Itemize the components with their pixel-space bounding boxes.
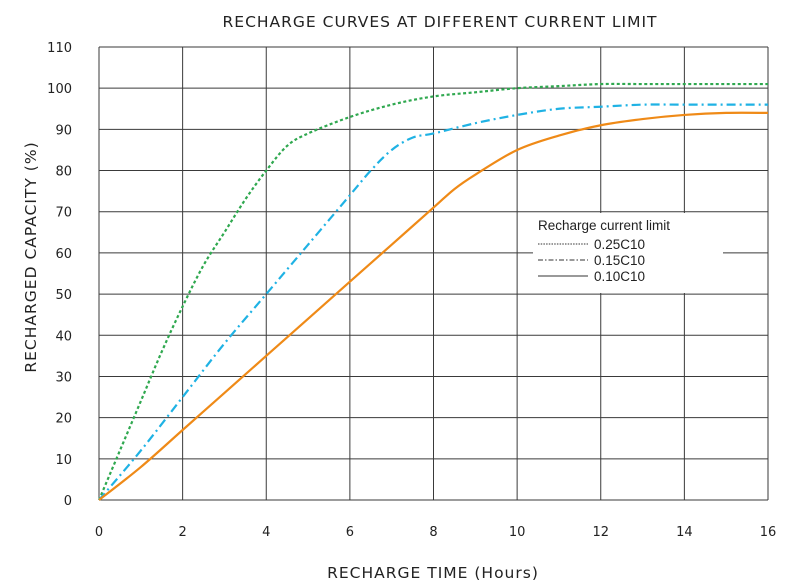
- y-tick-label: 30: [55, 370, 72, 385]
- legend-background: [533, 213, 723, 293]
- legend-title: Recharge current limit: [538, 218, 670, 233]
- y-tick-label: 40: [55, 329, 72, 344]
- y-tick-label: 100: [47, 82, 72, 97]
- x-tick-label: 6: [346, 525, 354, 540]
- y-tick-label: 50: [55, 288, 72, 303]
- x-tick-label: 0: [95, 525, 103, 540]
- y-tick-label: 0: [64, 494, 72, 509]
- chart-title: RECHARGE CURVES AT DIFFERENT CURRENT LIM…: [223, 13, 658, 31]
- series-line-0.10C10: [98, 111, 769, 501]
- y-tick-label: 110: [47, 41, 72, 56]
- grid: [98, 46, 769, 501]
- x-tick-label: 16: [760, 525, 777, 540]
- y-axis-title: RECHARGED CAPACITY (%): [22, 141, 40, 372]
- tick-labels: 0 10 20 30 40 50 60 70 80 90 100 110 0 2 4 6 8 10 12 14 16: [47, 41, 776, 540]
- legend-label: 0.15C10: [594, 253, 645, 268]
- x-tick-label: 4: [262, 525, 270, 540]
- y-tick-label: 80: [55, 165, 72, 180]
- x-tick-label: 10: [509, 525, 526, 540]
- series-line-0.15C10: [98, 103, 768, 501]
- x-tick-label: 8: [429, 525, 437, 540]
- x-tick-label: 14: [676, 525, 693, 540]
- legend-label: 0.10C10: [594, 269, 645, 284]
- y-tick-label: 60: [55, 247, 72, 262]
- y-tick-label: 20: [55, 412, 72, 427]
- x-tick-label: 12: [592, 525, 609, 540]
- legend-label: 0.25C10: [594, 237, 645, 252]
- series-lines: [97, 82, 769, 501]
- x-axis-title: RECHARGE TIME (Hours): [327, 564, 539, 582]
- x-tick-label: 2: [178, 525, 186, 540]
- y-tick-label: 10: [55, 453, 72, 468]
- y-tick-label: 70: [55, 206, 72, 221]
- y-tick-label: 90: [55, 123, 72, 138]
- legend: Recharge current limit 0.25C100.15C100.1…: [533, 213, 723, 293]
